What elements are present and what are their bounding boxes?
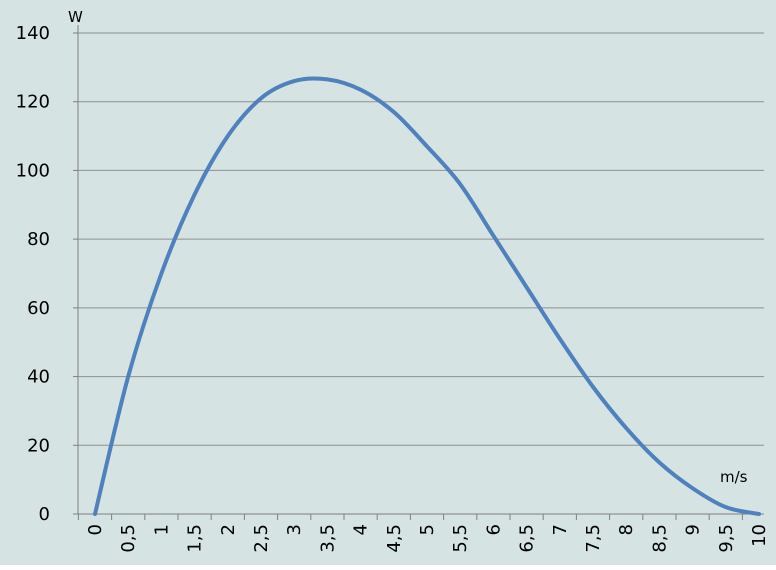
x-tick-label: 9	[683, 524, 704, 535]
y-tick-label: 140	[16, 23, 50, 44]
y-tick-label: 80	[27, 229, 50, 250]
x-tick-label: 6	[483, 524, 504, 535]
x-tick-label: 6,5	[517, 524, 538, 553]
y-axis-label: W	[68, 8, 83, 26]
x-tick-label: 4	[351, 524, 372, 535]
x-axis-label: m/s	[720, 468, 748, 486]
x-tick-label: 7	[550, 524, 571, 535]
y-tick-label: 20	[27, 435, 50, 456]
y-tick-label: 100	[16, 160, 50, 181]
y-tick-labels: 0 20 40 60 80 100 120 140	[16, 23, 50, 525]
y-tick-label: 0	[39, 504, 50, 525]
x-tick-label: 2,5	[251, 524, 272, 553]
x-tick-label: 10	[749, 524, 770, 547]
x-tick-label: 8	[616, 524, 637, 535]
y-tick-label: 60	[27, 298, 50, 319]
x-tick-label: 5	[417, 524, 438, 535]
x-tick-label: 3	[284, 524, 305, 535]
y-tick-label: 120	[16, 92, 50, 113]
x-tick-label: 5,5	[450, 524, 471, 553]
y-tick-label: 40	[27, 367, 50, 388]
x-tick-labels: 0 0,5 1 1,5 2 2,5 3 3,5 4 4,5 5 5,5 6 6,5 7 7,5 8 8,5 9 9,5…	[85, 524, 770, 553]
x-tick-label: 1,5	[185, 524, 206, 553]
x-tick-label: 1	[151, 524, 172, 535]
x-tick-label: 3,5	[317, 524, 338, 553]
x-tick-label: 0	[85, 524, 106, 535]
x-tick-label: 4,5	[384, 524, 405, 553]
x-tick-label: 9,5	[716, 524, 737, 553]
gridlines	[78, 32, 764, 446]
x-tick-label: 7,5	[583, 524, 604, 553]
series-line	[93, 76, 761, 516]
x-tick-label: 0,5	[118, 524, 139, 553]
x-tick-label: 2	[218, 524, 239, 535]
series-layer	[93, 76, 761, 516]
x-tick-label: 8,5	[649, 524, 670, 553]
axes	[73, 25, 764, 520]
